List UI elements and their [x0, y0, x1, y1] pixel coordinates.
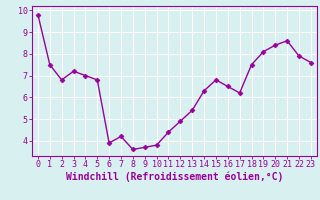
X-axis label: Windchill (Refroidissement éolien,°C): Windchill (Refroidissement éolien,°C) — [66, 172, 283, 182]
